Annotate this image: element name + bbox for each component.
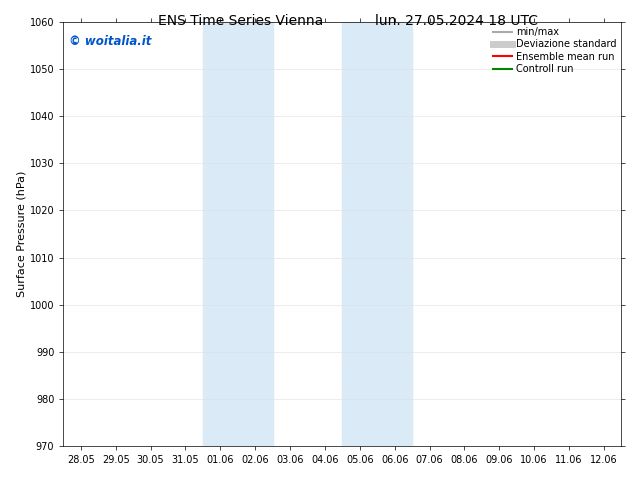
Legend: min/max, Deviazione standard, Ensemble mean run, Controll run: min/max, Deviazione standard, Ensemble m… (491, 25, 618, 76)
Text: ENS Time Series Vienna: ENS Time Series Vienna (158, 14, 323, 28)
Bar (203, 22, 273, 446)
Y-axis label: Surface Pressure (hPa): Surface Pressure (hPa) (17, 171, 27, 297)
Text: lun. 27.05.2024 18 UTC: lun. 27.05.2024 18 UTC (375, 14, 538, 28)
Text: © woitalia.it: © woitalia.it (69, 35, 152, 48)
Bar (342, 22, 412, 446)
